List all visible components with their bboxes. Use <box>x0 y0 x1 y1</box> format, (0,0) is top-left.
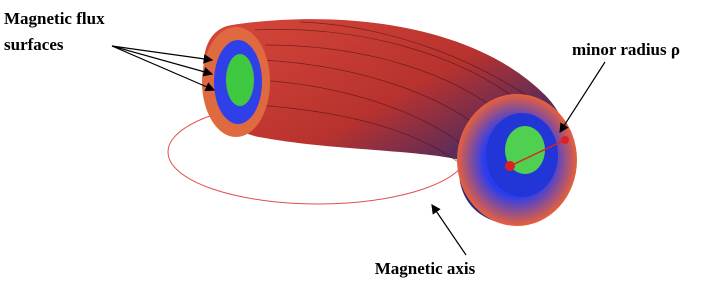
label: Magnetic flux <box>4 9 105 28</box>
arrow <box>112 46 212 74</box>
torus <box>168 19 577 226</box>
label: surfaces <box>4 35 64 54</box>
label: Magnetic axis <box>375 259 476 278</box>
label: minor radius ρ <box>572 40 680 59</box>
left-flux-inner <box>226 54 254 106</box>
diagram: Magnetic flux surfaces minor radius ρ Ma… <box>0 0 718 289</box>
arrow <box>432 205 466 255</box>
arrow <box>560 62 605 132</box>
